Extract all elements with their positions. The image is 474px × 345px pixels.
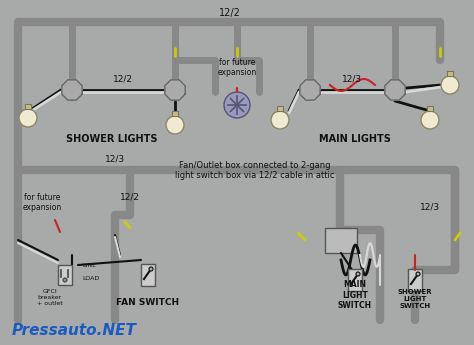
Circle shape — [271, 111, 289, 129]
Text: Pressauto.NET: Pressauto.NET — [12, 323, 137, 338]
FancyBboxPatch shape — [325, 228, 357, 253]
Text: GFCI
breaker
+ outlet: GFCI breaker + outlet — [37, 289, 63, 306]
FancyBboxPatch shape — [25, 104, 31, 109]
Circle shape — [63, 278, 67, 282]
Text: for future
expansion: for future expansion — [22, 193, 62, 212]
FancyBboxPatch shape — [408, 269, 422, 291]
Circle shape — [421, 111, 439, 129]
Text: MAIN LIGHTS: MAIN LIGHTS — [319, 134, 391, 144]
FancyBboxPatch shape — [277, 106, 283, 111]
FancyBboxPatch shape — [447, 71, 453, 76]
Circle shape — [224, 92, 250, 118]
Circle shape — [441, 76, 459, 94]
Text: 12/3: 12/3 — [105, 155, 125, 164]
Text: for future
expansion: for future expansion — [218, 58, 256, 77]
Circle shape — [356, 272, 360, 276]
Text: LOAD: LOAD — [82, 276, 99, 281]
Text: SHOWER LIGHTS: SHOWER LIGHTS — [66, 134, 158, 144]
FancyBboxPatch shape — [58, 265, 72, 285]
Text: SHOWER
LIGHT
SWITCH: SHOWER LIGHT SWITCH — [398, 289, 432, 309]
Circle shape — [19, 109, 37, 127]
Circle shape — [416, 272, 420, 276]
FancyBboxPatch shape — [172, 111, 178, 116]
Circle shape — [166, 116, 184, 134]
Text: LINE: LINE — [82, 263, 96, 268]
FancyBboxPatch shape — [141, 264, 155, 286]
Text: 12/3: 12/3 — [342, 75, 362, 84]
Text: 12/3: 12/3 — [420, 203, 440, 212]
Text: MAIN
LIGHT
SWITCH: MAIN LIGHT SWITCH — [338, 280, 372, 310]
FancyBboxPatch shape — [427, 106, 433, 111]
Polygon shape — [385, 80, 405, 100]
Circle shape — [149, 267, 153, 271]
Text: 12/2: 12/2 — [120, 193, 140, 202]
Polygon shape — [165, 80, 185, 100]
Text: 12/2: 12/2 — [113, 75, 133, 84]
Polygon shape — [62, 80, 82, 100]
Text: Fan/Outlet box connected to 2-gang
light switch box via 12/2 cable in attic: Fan/Outlet box connected to 2-gang light… — [175, 161, 335, 180]
Text: FAN SWITCH: FAN SWITCH — [117, 298, 180, 307]
Polygon shape — [300, 80, 320, 100]
FancyBboxPatch shape — [348, 269, 362, 291]
Text: 12/2: 12/2 — [219, 8, 241, 18]
